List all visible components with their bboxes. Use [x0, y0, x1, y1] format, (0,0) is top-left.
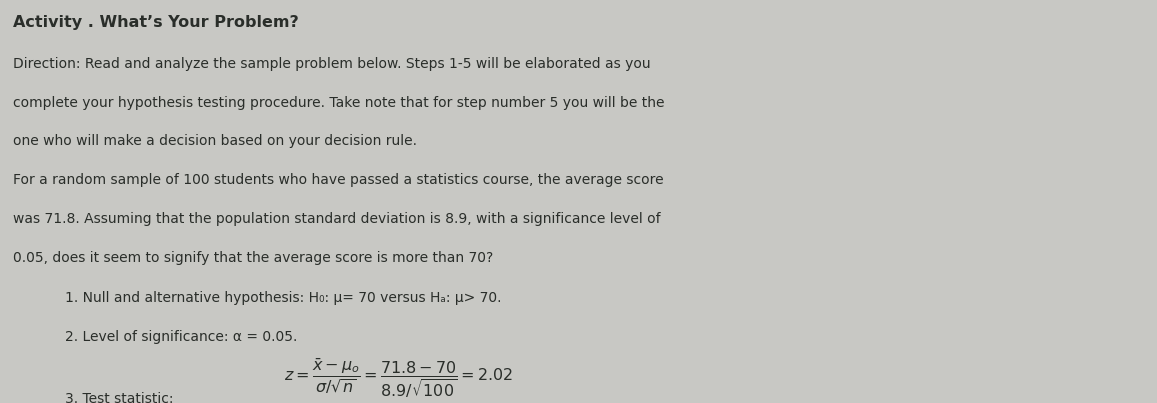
Text: $z = \dfrac{\bar{x}-\mu_o}{\sigma/\sqrt{n}} = \dfrac{71.8-70}{8.9/\sqrt{100}} = : $z = \dfrac{\bar{x}-\mu_o}{\sigma/\sqrt{… — [285, 357, 514, 400]
Text: For a random sample of 100 students who have passed a statistics course, the ave: For a random sample of 100 students who … — [13, 173, 664, 187]
Text: Direction: Read and analyze the sample problem below. Steps 1-5 will be elaborat: Direction: Read and analyze the sample p… — [13, 57, 650, 71]
Text: 3. Test statistic:: 3. Test statistic: — [65, 392, 174, 403]
Text: one who will make a decision based on your decision rule.: one who will make a decision based on yo… — [13, 135, 417, 148]
Text: complete your hypothesis testing procedure. Take note that for step number 5 you: complete your hypothesis testing procedu… — [13, 96, 664, 110]
Text: 1. Null and alternative hypothesis: H₀: μ= 70 versus Hₐ: μ> 70.: 1. Null and alternative hypothesis: H₀: … — [65, 291, 501, 305]
Text: Activity . What’s Your Problem?: Activity . What’s Your Problem? — [13, 15, 299, 30]
Text: was 71.8. Assuming that the population standard deviation is 8.9, with a signifi: was 71.8. Assuming that the population s… — [13, 212, 661, 226]
Text: 0.05, does it seem to signify that the average score is more than 70?: 0.05, does it seem to signify that the a… — [13, 251, 493, 265]
Text: 2. Level of significance: α = 0.05.: 2. Level of significance: α = 0.05. — [65, 330, 297, 344]
